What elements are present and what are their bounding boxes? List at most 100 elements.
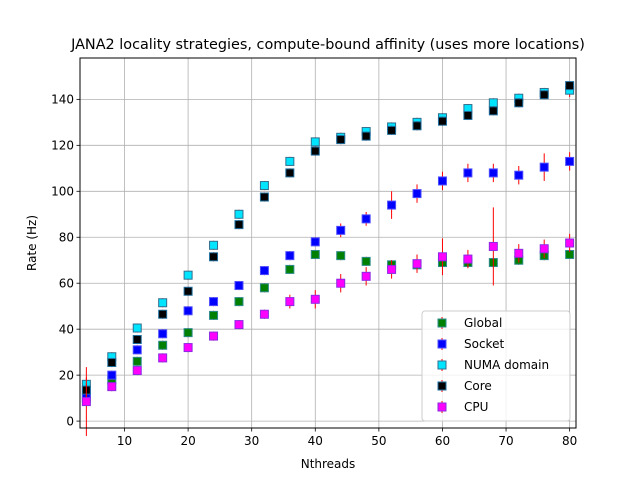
data-point	[361, 131, 371, 141]
x-tick-label: 70	[498, 434, 513, 448]
data-point	[183, 328, 193, 338]
x-tick-label: 60	[435, 434, 450, 448]
series-cpu	[81, 207, 575, 437]
data-point	[158, 353, 168, 363]
data-point	[310, 146, 320, 156]
data-point	[514, 170, 524, 180]
legend-marker	[437, 318, 447, 328]
x-tick-label: 50	[371, 434, 386, 448]
data-point	[107, 358, 117, 368]
legend-label: CPU	[464, 400, 488, 414]
data-point	[132, 345, 142, 355]
data-point	[361, 214, 371, 224]
legend-label: Global	[464, 316, 502, 330]
x-axis-label: Nthreads	[301, 457, 356, 471]
data-point	[132, 366, 142, 376]
data-point	[336, 251, 346, 261]
legend-marker	[437, 339, 447, 349]
data-point	[259, 309, 269, 319]
y-tick-label: 120	[51, 139, 74, 153]
data-point	[183, 286, 193, 296]
data-point	[539, 90, 549, 100]
data-point	[361, 271, 371, 281]
data-point	[259, 181, 269, 191]
y-tick-label: 100	[51, 184, 74, 198]
data-point	[234, 297, 244, 307]
data-point	[412, 259, 422, 269]
data-point	[234, 281, 244, 291]
data-point	[285, 251, 295, 261]
x-tick-label: 10	[117, 434, 132, 448]
data-point	[183, 270, 193, 280]
data-point	[412, 121, 422, 131]
x-tick-label: 80	[562, 434, 577, 448]
data-point	[234, 320, 244, 330]
y-axis-label: Rate (Hz)	[25, 215, 39, 271]
legend-item: NUMA domain	[437, 358, 549, 372]
data-point	[437, 116, 447, 126]
data-point	[285, 297, 295, 307]
data-point	[183, 343, 193, 353]
legend-marker	[437, 360, 447, 370]
data-point	[259, 192, 269, 202]
chart-title: JANA2 locality strategies, compute-bound…	[70, 37, 585, 53]
axis-ticks: 10 20 30 40 50 60 70 80 0 20 40 60 80 100 120 140	[51, 93, 577, 448]
data-point	[209, 240, 219, 250]
data-point	[234, 209, 244, 219]
data-point	[387, 200, 397, 210]
plot-data	[81, 80, 575, 437]
data-point	[387, 264, 397, 274]
data-point	[310, 249, 320, 259]
x-tick-label: 40	[308, 434, 323, 448]
x-tick-label: 20	[180, 434, 195, 448]
plot-frame	[79, 57, 577, 429]
data-point	[310, 137, 320, 147]
data-point	[259, 266, 269, 276]
data-point	[132, 356, 142, 366]
data-point	[107, 370, 117, 380]
y-tick-label: 140	[51, 93, 74, 107]
data-point	[158, 309, 168, 319]
legend-label: Core	[464, 379, 492, 393]
data-point	[565, 81, 575, 91]
data-point	[183, 306, 193, 316]
data-point	[565, 156, 575, 166]
data-point	[336, 135, 346, 145]
data-point	[539, 244, 549, 254]
y-tick-label: 60	[59, 276, 74, 290]
data-point	[488, 168, 498, 178]
legend-marker	[437, 381, 447, 391]
data-point	[565, 238, 575, 248]
data-point	[158, 298, 168, 308]
data-point	[81, 397, 91, 407]
data-point	[387, 125, 397, 135]
x-tick-label: 30	[244, 434, 259, 448]
legend: Global Socket NUMA domain Core CPU	[421, 310, 571, 422]
legend-item: CPU	[437, 400, 488, 414]
data-point	[437, 176, 447, 186]
data-point	[132, 323, 142, 333]
data-point	[285, 156, 295, 166]
data-point	[488, 241, 498, 251]
data-point	[285, 168, 295, 178]
data-point	[412, 189, 422, 199]
data-point	[158, 329, 168, 339]
data-point	[539, 162, 549, 172]
legend-box	[421, 310, 571, 422]
legend-label: NUMA domain	[464, 358, 549, 372]
data-point	[158, 340, 168, 350]
y-tick-label: 40	[59, 322, 74, 336]
legend-label: Socket	[464, 337, 504, 351]
data-point	[514, 98, 524, 108]
legend-item: Global	[437, 316, 502, 330]
legend-item: Socket	[437, 337, 504, 351]
data-point	[488, 98, 498, 108]
legend-marker	[437, 402, 447, 412]
data-point	[285, 264, 295, 274]
data-point	[209, 310, 219, 320]
y-tick-label: 0	[66, 414, 74, 428]
data-point	[437, 252, 447, 262]
data-point	[463, 110, 473, 120]
data-point	[463, 254, 473, 264]
